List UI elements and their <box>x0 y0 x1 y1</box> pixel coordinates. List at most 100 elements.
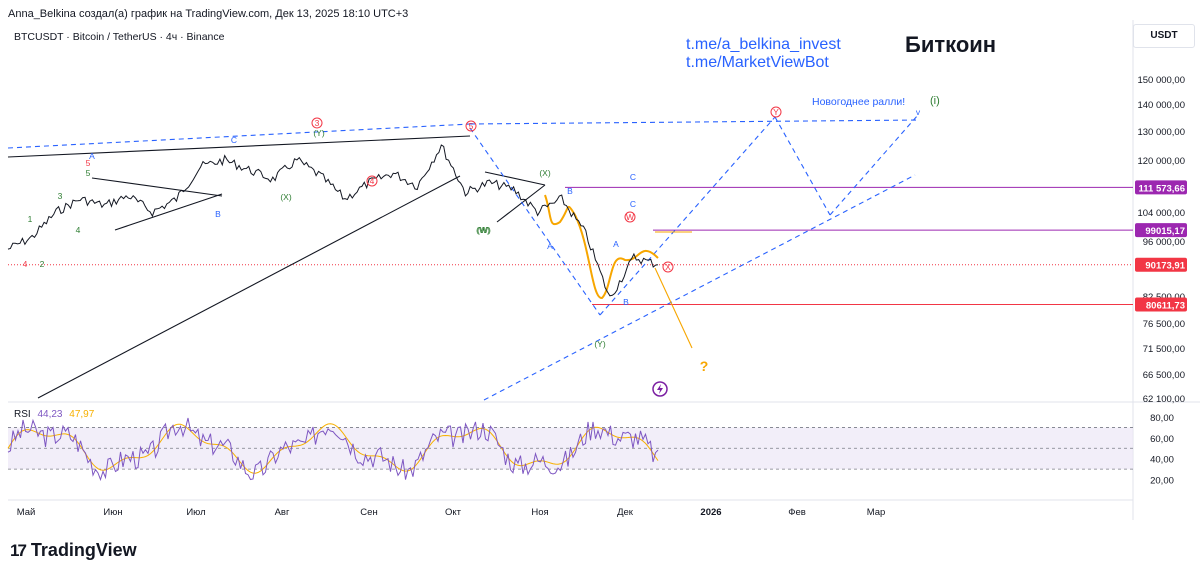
telegram-link-invest[interactable]: t.me/a_belkina_invest <box>686 36 841 53</box>
time-axis-label: Дек <box>617 507 634 518</box>
rsi-tick-label: 40,00 <box>1150 455 1174 466</box>
trendline <box>114 193 223 231</box>
trendline <box>7 123 471 149</box>
wave-label: 4 <box>370 176 375 186</box>
price-badge-bg <box>1135 297 1187 312</box>
price-badge-label: 99015,17 <box>1145 226 1185 237</box>
time-axis-label: Мар <box>867 507 886 518</box>
trendline <box>829 114 919 216</box>
lightning-icon <box>652 381 668 397</box>
price-tick-label: 66 500,00 <box>1143 370 1185 381</box>
wave-label-circle <box>770 106 782 118</box>
time-axis-label: 2026 <box>700 507 721 518</box>
telegram-link-bot[interactable]: t.me/MarketViewBot <box>686 54 829 71</box>
time-axis-label: Сен <box>360 507 377 518</box>
trendline <box>483 174 916 401</box>
wave-label: Y <box>773 107 779 117</box>
price-tick-label: 130 000,00 <box>1137 127 1185 138</box>
wave-label: A <box>613 239 619 249</box>
time-axis-label: Окт <box>445 507 462 518</box>
wave-label-circle <box>624 211 636 223</box>
chart-author-line: Anna_Belkina создал(а) график на Trading… <box>8 8 409 20</box>
wave-label: 3 <box>315 118 320 128</box>
wave-label-circle <box>366 175 378 187</box>
wave-label: (Y) <box>594 339 606 349</box>
wave-label: B <box>567 186 573 196</box>
rsi-line <box>7 417 659 482</box>
wave-label: C <box>231 135 237 145</box>
wave-label: (X) <box>280 192 292 202</box>
time-axis-label: Июл <box>186 507 205 518</box>
tradingview-logo[interactable]: 17 TradingView <box>10 540 137 561</box>
orange-wave-path <box>544 194 659 299</box>
wave-label: C <box>630 172 636 182</box>
rsi-ma-value: 47,97 <box>69 409 95 420</box>
price-badge-label: 80611,73 <box>1146 300 1185 311</box>
price-tick-label: 96 000,00 <box>1143 237 1185 248</box>
trendline <box>91 177 223 197</box>
time-axis-label: Июн <box>103 507 122 518</box>
price-tick-label: 150 000,00 <box>1137 75 1185 86</box>
price-tick-label: 62 100,00 <box>1143 394 1185 405</box>
trendline <box>7 135 471 158</box>
trendline <box>599 116 776 316</box>
price-badge-bg <box>1135 223 1187 238</box>
question-mark: ? <box>700 358 709 374</box>
wave-label: B <box>623 297 629 307</box>
rally-label: Новогоднее ралли! <box>812 96 905 108</box>
price-badge-bg <box>1135 257 1187 272</box>
wave-label: B <box>215 209 221 219</box>
tradingview-logo-icon: 17 <box>10 540 27 560</box>
rally-wave-label: (i) <box>930 95 940 107</box>
wave-label: A <box>89 151 95 161</box>
wave-label-circle <box>662 261 674 273</box>
price-tick-label: 104 000,00 <box>1137 208 1185 219</box>
time-axis-label: Май <box>17 507 36 518</box>
wave-label: 2 <box>40 259 45 269</box>
wave-label: 5 <box>469 121 474 131</box>
wave-label: 5 <box>86 158 91 168</box>
wave-label: 4 <box>76 225 81 235</box>
price-tick-label: 140 000,00 <box>1137 100 1185 111</box>
time-axis-label: Авг <box>275 507 290 518</box>
currency-button[interactable]: USDT <box>1133 24 1195 48</box>
trendline <box>469 127 601 316</box>
rsi-name: RSI <box>14 409 31 420</box>
rsi-tick-label: 80,00 <box>1150 413 1174 424</box>
price-badge-bg <box>1135 180 1187 195</box>
chart-title: Биткоин <box>905 32 997 57</box>
wave-label: (Y) <box>313 128 325 138</box>
wave-label: v <box>916 107 921 117</box>
rsi-legend[interactable]: RSI 44,23 47,97 <box>14 409 94 420</box>
trendline <box>469 119 921 125</box>
wave-label: 1 <box>28 214 33 224</box>
wave-label: 4 <box>23 259 28 269</box>
telegram-links: t.me/a_belkina_invest t.me/MarketViewBot <box>686 36 841 72</box>
trendline <box>37 175 461 399</box>
trendline <box>496 184 546 223</box>
trendline <box>654 267 693 349</box>
wave-label: (W) <box>476 225 490 235</box>
trendline <box>484 171 546 186</box>
wave-label-circle <box>465 120 477 132</box>
price-badge-label: 90173,91 <box>1145 261 1185 272</box>
symbol-info[interactable]: BTCUSDT · Bitcoin / TetherUS · 4ч · Bina… <box>14 31 225 43</box>
wave-label: 3 <box>58 191 63 201</box>
price-badge-label: 111 573,66 <box>1139 183 1186 194</box>
lightning-icon-bolt <box>657 384 663 394</box>
wave-label-circle <box>311 117 323 129</box>
price-tick-label: 120 000,00 <box>1137 156 1185 167</box>
tradingview-logo-text: TradingView <box>30 540 137 560</box>
price-series-line <box>7 144 659 297</box>
wave-label: 5 <box>86 168 91 178</box>
rsi-tick-label: 20,00 <box>1150 476 1174 487</box>
wave-label: C <box>630 199 636 209</box>
price-tick-label: 76 500,00 <box>1143 319 1185 330</box>
price-tick-label: 71 500,00 <box>1143 344 1185 355</box>
wave-label: (W) <box>477 225 491 235</box>
trendlines <box>7 114 921 401</box>
rsi-value: 44,23 <box>37 409 63 420</box>
rsi-tick-label: 60,00 <box>1150 434 1174 445</box>
trendline <box>774 116 831 216</box>
